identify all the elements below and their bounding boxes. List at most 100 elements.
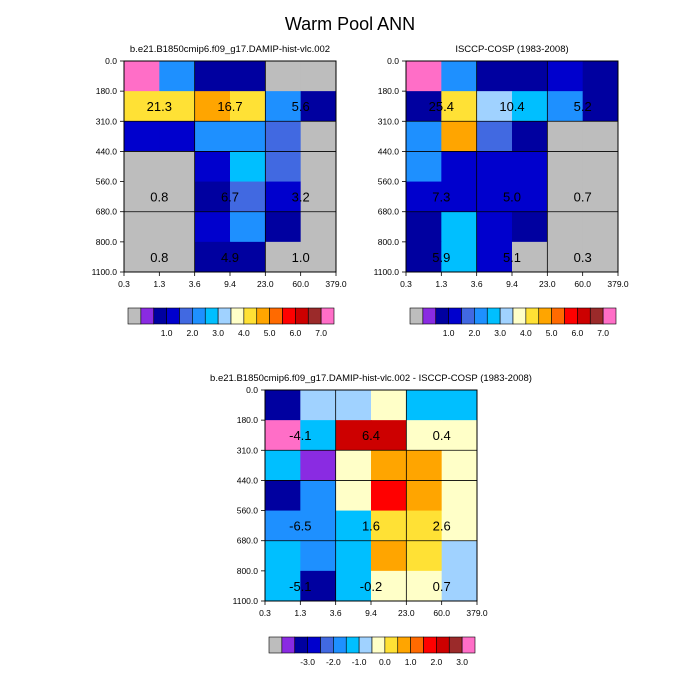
heatmap-cell — [300, 420, 337, 451]
cell-value-label: -0.2 — [360, 579, 382, 594]
heatmap-cell — [406, 181, 442, 213]
heatmap-cell — [265, 121, 302, 152]
heatmap-cell — [512, 151, 548, 183]
heatmap-cell — [124, 121, 160, 152]
y-tick-label: 1100.0 — [233, 596, 259, 606]
colorbar-swatch — [140, 307, 155, 325]
heatmap-cell — [512, 121, 548, 152]
cell-value-label: -5.1 — [289, 579, 311, 594]
heatmap-cell — [300, 480, 337, 512]
heatmap-cell — [335, 480, 372, 512]
colorbar-swatch — [589, 307, 604, 325]
y-tick-label: 440.0 — [237, 475, 259, 485]
colorbar-label: -2.0 — [326, 657, 341, 667]
y-tick-label: 1100.0 — [374, 267, 400, 277]
heatmap-cell — [194, 181, 231, 213]
x-tick-label: 60.0 — [433, 608, 450, 618]
heatmap-cell — [265, 480, 301, 512]
cell-value-label: 6.4 — [362, 428, 380, 443]
heatmap-cell — [547, 241, 584, 273]
cell-value-label: 3.2 — [292, 190, 310, 205]
heatmap-cell — [406, 420, 443, 451]
y-tick-label: 0.0 — [105, 56, 117, 66]
heatmap-cell — [406, 390, 443, 421]
colorbar-label: 0.0 — [379, 657, 391, 667]
colorbar-swatch — [282, 307, 296, 325]
x-tick-label: 9.4 — [224, 279, 236, 289]
colorbar-label: 4.0 — [238, 328, 250, 338]
x-tick-label: 3.6 — [189, 279, 201, 289]
heatmap-cell — [582, 121, 619, 152]
x-tick-label: 3.6 — [471, 279, 483, 289]
colorbar-swatch — [436, 636, 450, 654]
heatmap-cell — [406, 151, 442, 183]
cell-value-label: 0.3 — [574, 250, 592, 265]
heatmap-cell — [512, 91, 548, 122]
heatmap-cell — [441, 181, 478, 213]
heatmap-cell — [230, 121, 266, 152]
heatmap-cell — [194, 121, 231, 152]
cell-value-label: -6.5 — [289, 519, 311, 534]
colorbar-label: 3.0 — [212, 328, 224, 338]
heatmap-cell — [124, 181, 160, 213]
x-tick-label: 0.3 — [259, 608, 271, 618]
colorbar-swatch — [204, 307, 219, 325]
x-tick-label: 1.3 — [153, 279, 165, 289]
heatmap-cell — [300, 121, 337, 152]
colorbar-swatch — [410, 636, 424, 654]
heatmap-cell — [230, 181, 266, 213]
cell-value-label: 5.9 — [432, 250, 450, 265]
y-tick-label: 560.0 — [96, 177, 118, 187]
heatmap-cell — [159, 241, 196, 273]
heatmap-cell — [371, 450, 407, 481]
heatmap-cell — [406, 450, 443, 481]
x-tick-label: 60.0 — [574, 279, 591, 289]
colorbar-swatch — [371, 636, 386, 654]
colorbar-swatch — [295, 307, 309, 325]
heatmap-cell — [476, 121, 513, 152]
figure-title: Warm Pool ANN — [285, 14, 415, 34]
x-tick-label: 9.4 — [506, 279, 518, 289]
heatmap-cell — [582, 151, 619, 183]
heatmap-cell — [159, 181, 196, 213]
heatmap-cell — [300, 61, 337, 92]
colorbar-label: 3.0 — [456, 657, 468, 667]
colorbar-swatch — [448, 307, 462, 325]
y-tick-label: 440.0 — [96, 146, 118, 156]
colorbar-label: 1.0 — [161, 328, 173, 338]
colorbar-swatch — [192, 307, 206, 325]
heatmap-cell — [159, 121, 196, 152]
heatmap-cell — [441, 510, 478, 542]
colorbar-swatch — [307, 636, 321, 654]
panel-title: b.e21.B1850cmip6.f09_g17.DAMIP-hist-vlc.… — [130, 44, 330, 55]
heatmap-cell — [300, 540, 337, 572]
x-tick-label: 379.0 — [607, 279, 629, 289]
colorbar-swatch — [525, 307, 540, 325]
heatmap-cell — [265, 420, 301, 451]
heatmap-cell — [476, 91, 513, 122]
colorbar-swatch — [448, 636, 463, 654]
heatmap-cell — [230, 91, 266, 122]
heatmap-cell — [159, 61, 196, 92]
heatmap-cell — [159, 151, 196, 183]
panel-title: ISCCP-COSP (1983-2008) — [455, 44, 568, 55]
colorbar-swatch — [564, 307, 578, 325]
colorbar-label: -1.0 — [352, 657, 367, 667]
colorbar-swatch — [512, 307, 527, 325]
colorbar-label: 2.0 — [468, 328, 480, 338]
colorbar-swatch — [294, 636, 308, 654]
heatmap-cell — [441, 450, 478, 481]
heatmap-cell — [371, 510, 407, 542]
heatmap-cell — [300, 450, 337, 481]
x-tick-label: 379.0 — [325, 279, 347, 289]
heatmap-cell — [406, 61, 442, 92]
heatmap-cell — [406, 480, 443, 512]
y-tick-label: 560.0 — [378, 177, 400, 187]
cell-value-label: 25.4 — [429, 99, 454, 114]
x-tick-label: 379.0 — [466, 608, 488, 618]
heatmap-cell — [512, 241, 548, 273]
colorbar-swatch — [217, 307, 232, 325]
heatmap-cell — [441, 570, 478, 602]
heatmap-cell — [300, 570, 337, 602]
colorbar-swatch — [269, 307, 283, 325]
